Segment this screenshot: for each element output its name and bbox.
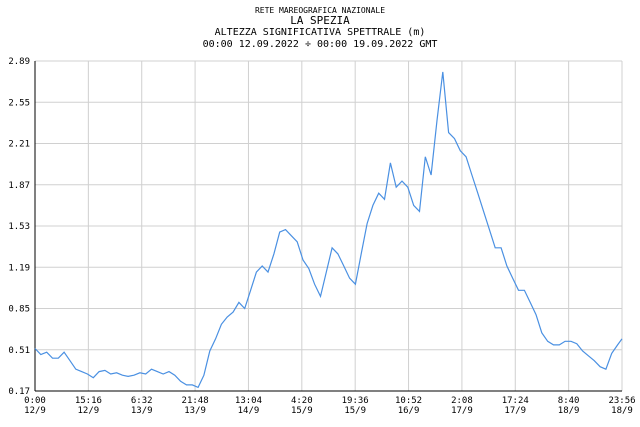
x-tick-date: 14/9 — [238, 406, 260, 416]
y-tick-label: 1.87 — [8, 181, 30, 191]
y-tick-label: 2.21 — [8, 140, 30, 150]
x-tick-date: 15/9 — [344, 406, 366, 416]
x-tick-date: 16/9 — [398, 406, 420, 416]
y-tick-label: 1.53 — [8, 222, 30, 232]
y-tick-label: 2.55 — [8, 98, 30, 108]
x-tick-label: 21:48 — [182, 396, 209, 406]
period: 00:00 12.09.2022 ÷ 00:00 19.09.2022 GMT — [203, 39, 438, 50]
y-tick-label: 1.19 — [8, 263, 30, 273]
x-tick-label: 23:56 — [608, 396, 635, 406]
x-tick-date: 17/9 — [504, 406, 526, 416]
x-tick-label: 2:08 — [451, 396, 473, 406]
x-tick-label: 6:32 — [131, 396, 153, 406]
subtitle: ALTEZZA SIGNIFICATIVA SPETTRALE (m) — [215, 27, 426, 38]
data-line — [34, 71, 623, 389]
x-tick-label: 0:00 — [24, 396, 46, 406]
x-tick-label: 13:04 — [235, 396, 262, 406]
x-tick-label: 8:40 — [558, 396, 580, 406]
network: RETE MAREOGRAFICA NAZIONALE — [255, 6, 385, 15]
x-tick-date: 18/9 — [558, 406, 580, 416]
x-tick-label: 4:20 — [291, 396, 313, 406]
x-tick-date: 15/9 — [291, 406, 313, 416]
x-tick-date: 13/9 — [131, 406, 153, 416]
x-tick-date: 17/9 — [451, 406, 473, 416]
x-tick-date: 18/9 — [611, 406, 633, 416]
chart-title: LA SPEZIA — [290, 14, 350, 27]
y-tick-label: 2.89 — [8, 57, 30, 67]
y-tick-label: 0.17 — [8, 387, 30, 397]
x-tick-label: 15:16 — [75, 396, 102, 406]
x-tick-date: 12/9 — [24, 406, 46, 416]
x-tick-label: 17:24 — [502, 396, 529, 406]
y-tick-label: 0.85 — [8, 305, 30, 315]
x-tick-label: 10:52 — [395, 396, 422, 406]
x-tick-label: 19:36 — [342, 396, 369, 406]
x-tick-date: 12/9 — [78, 406, 100, 416]
y-tick-label: 0.51 — [8, 346, 30, 356]
x-tick-date: 13/9 — [184, 406, 206, 416]
